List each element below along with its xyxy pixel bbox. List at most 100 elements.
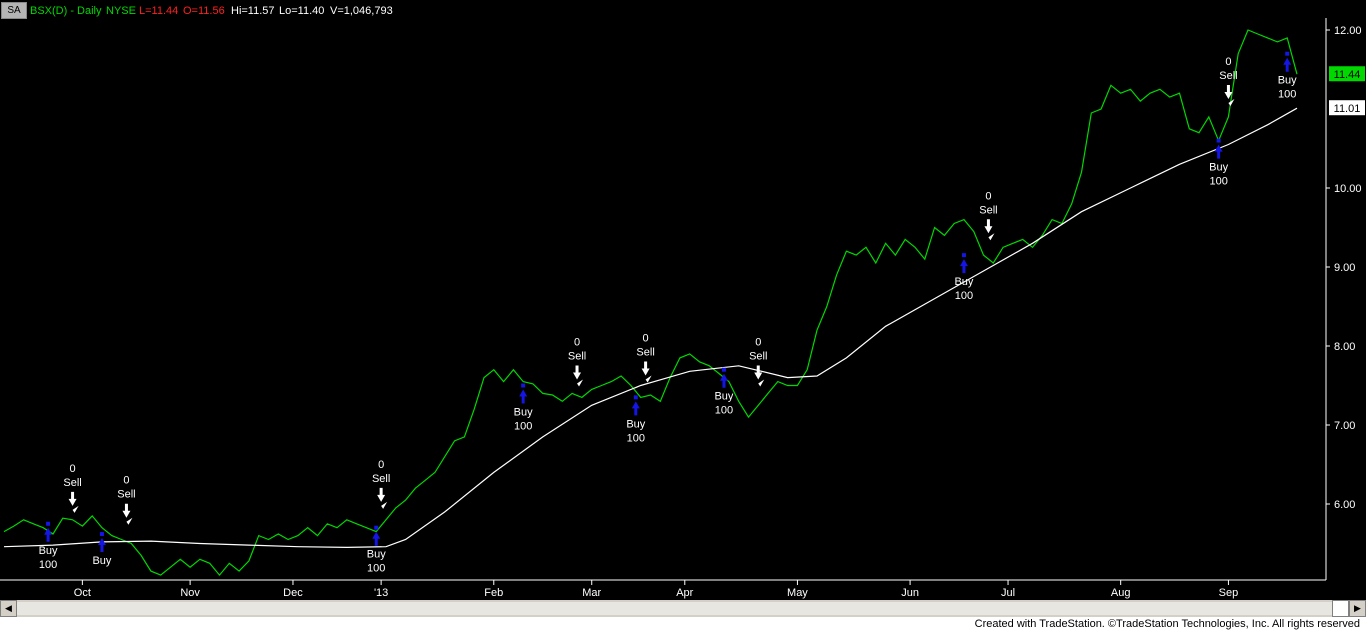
sell-arrow-icon [641,361,650,376]
x-tick-label: Oct [74,587,91,599]
x-tick-label: Jun [901,587,919,599]
x-tick-label: Feb [484,587,503,599]
scroll-left-arrow-icon: ◀ [5,603,12,613]
sell-label: 0 [1225,56,1231,68]
x-tick-label: Sep [1219,587,1239,599]
sell-arrow-icon [377,487,386,502]
scroll-thumb[interactable] [1332,600,1349,617]
buy-arrow-icon [631,401,640,416]
buy-label: 100 [715,405,733,417]
sell-arrow-icon [573,365,582,380]
buy-arrow-icon [1214,144,1223,159]
buy-entry-marker [1216,138,1221,143]
buy-label: 100 [514,421,532,433]
y-tick-label: 7.00 [1334,420,1355,432]
buy-label: Buy [626,418,645,430]
buy-label: Buy [1278,75,1297,87]
y-tick-label: 12.00 [1334,25,1362,37]
symbol-label: BSX(D) - Daily [30,5,102,17]
buy-arrow-icon [44,527,53,542]
sell-exit-marker [126,517,133,525]
y-tick-label: 10.00 [1334,183,1362,195]
exchange-label: NYSE [106,5,136,17]
sell-label: 0 [378,459,384,471]
sell-exit-marker [758,379,765,387]
scroll-left-button[interactable]: ◀ [0,600,17,617]
buy-arrow-icon [372,531,381,546]
last-price-tag [1329,66,1365,82]
sell-label: Sell [636,347,654,359]
buy-label: 100 [39,559,57,571]
buy-arrow-icon [1283,57,1292,72]
buy-entry-marker [521,383,526,388]
buy-label: Buy [714,391,733,403]
low-price-label: Lo=11.40 [279,5,325,17]
buy-entry-marker [1285,51,1290,56]
price-chart[interactable]: 12.00 10.00 9.00 8.00 7.00 6.00 Oct Nov Dec '13 Fe… [0,0,1366,600]
chart-window[interactable]: 12.00 10.00 9.00 8.00 7.00 6.00 Oct Nov Dec '13 Fe… [0,0,1366,600]
sell-arrow-icon [68,491,77,506]
sell-label: Sell [63,477,81,489]
sell-exit-marker [381,501,388,509]
sell-exit-marker [1228,99,1235,106]
last-price-tag-label: 11.44 [1334,69,1361,81]
x-tick-label: Nov [180,587,200,599]
scroll-track[interactable] [17,602,1332,615]
sell-exit-marker [645,375,652,383]
sell-label: Sell [568,350,586,362]
high-price-label: Hi=11.57 [231,5,275,17]
y-tick-label: 6.00 [1334,499,1355,511]
scroll-right-arrow-icon: ▶ [1354,603,1361,613]
sell-label: 0 [643,333,649,345]
sell-arrow-icon [122,503,131,518]
buy-entry-marker [46,521,51,526]
open-price-label: O=11.56 [183,5,225,17]
ma-value-tag [1329,100,1365,116]
y-tick-label: 9.00 [1334,262,1355,274]
buy-arrow-icon [97,538,106,553]
sell-label: 0 [574,336,580,348]
sell-arrow-icon [984,219,993,234]
x-tick-label: Dec [283,587,303,599]
buy-label: 100 [627,432,645,444]
sell-label: 0 [755,336,761,348]
volume-label: V=1,046,793 [330,5,393,17]
buy-arrow-icon [519,389,528,404]
scroll-right-button[interactable]: ▶ [1349,600,1366,617]
sell-label: 0 [123,475,129,487]
buy-label: Buy [92,555,111,567]
sell-label: 0 [985,190,991,202]
y-tick-label: 8.00 [1334,341,1355,353]
sell-label: 0 [70,463,76,475]
buy-label: 100 [367,563,385,575]
sell-exit-marker [988,233,995,241]
sell-label: Sell [749,350,767,362]
sell-label: Sell [979,204,997,216]
moving-average-line [3,107,1298,549]
buy-arrow-icon [959,259,968,274]
sell-label: Sell [372,473,390,485]
buy-entry-marker [721,367,726,372]
x-tick-label: '13 [374,587,388,599]
buy-entry-marker [633,395,638,400]
sell-arrow-icon [754,365,763,380]
buy-label: 100 [1209,176,1227,188]
horizontal-scrollbar[interactable]: ◀ ▶ [0,600,1366,617]
sa-badge[interactable]: SA [1,2,27,19]
sell-label: Sell [117,489,135,501]
footer-credit: Created with TradeStation. ©TradeStation… [974,618,1360,630]
x-tick-label: Mar [582,587,601,599]
sell-exit-marker [72,505,79,513]
sell-arrow-icon [1224,85,1233,99]
buy-entry-marker [99,532,104,537]
buy-entry-marker [374,525,379,530]
buy-label: 100 [955,290,973,302]
buy-label: Buy [367,549,386,561]
buy-label: Buy [954,276,973,288]
buy-entry-marker [961,253,966,258]
x-tick-label: Jul [1001,587,1015,599]
ma-value-tag-label: 11.01 [1334,103,1361,115]
x-tick-label: Apr [676,587,693,599]
buy-label: Buy [39,545,58,557]
buy-label: 100 [1278,89,1296,101]
